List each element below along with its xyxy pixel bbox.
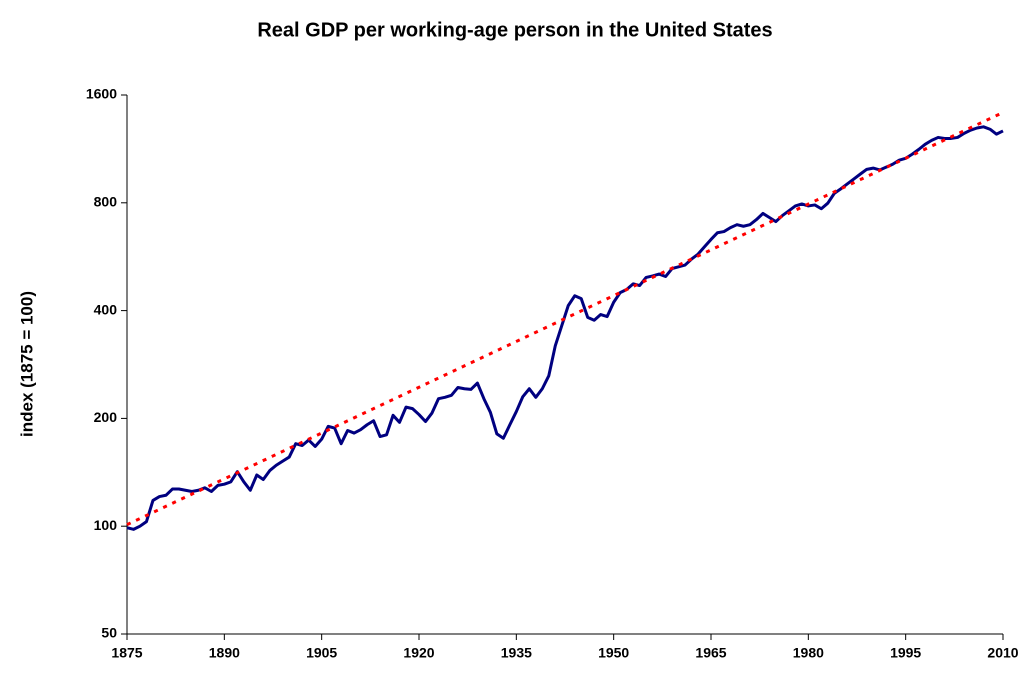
y-axis-label: index (1875 = 100) (17, 291, 36, 437)
y-tick-label: 1600 (86, 86, 117, 102)
x-tick-label: 1965 (695, 645, 726, 661)
x-tick-label: 1875 (111, 645, 142, 661)
x-tick-label: 1980 (793, 645, 824, 661)
y-tick-label: 800 (94, 194, 118, 210)
series-line (126, 111, 1004, 527)
x-tick-label: 1950 (598, 645, 629, 661)
chart-title: Real GDP per working-age person in the U… (257, 19, 772, 41)
x-tick-label: 1890 (209, 645, 240, 661)
y-tick-label: 200 (94, 409, 118, 425)
x-tick-label: 1995 (890, 645, 921, 661)
x-tick-label: 1905 (306, 645, 337, 661)
x-tick-label: 2010 (987, 645, 1018, 661)
x-tick-label: 1920 (403, 645, 434, 661)
series-line (126, 125, 1004, 531)
x-tick-label: 1935 (501, 645, 532, 661)
y-tick-label: 50 (101, 625, 117, 641)
y-tick-label: 400 (94, 301, 118, 317)
y-tick-label: 100 (94, 517, 118, 533)
